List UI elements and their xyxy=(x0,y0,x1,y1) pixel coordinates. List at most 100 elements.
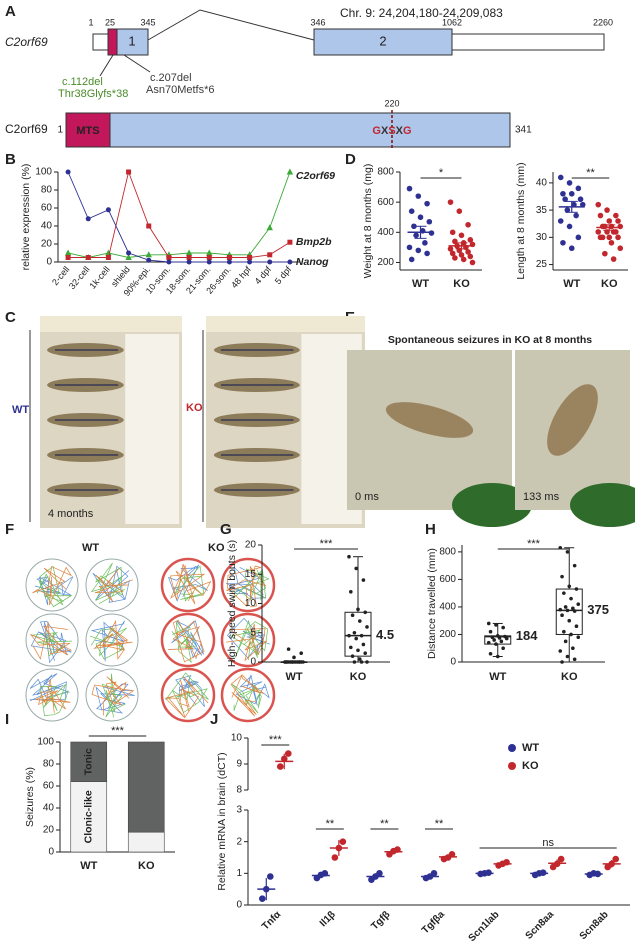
x-tick-label: Scn8aa xyxy=(524,909,557,941)
data-point xyxy=(494,623,498,627)
series-line xyxy=(68,170,291,258)
y-tick-label: 10 xyxy=(231,733,243,744)
arena xyxy=(220,612,276,668)
ruler xyxy=(206,316,365,332)
fish xyxy=(547,384,598,456)
x-tick-label: Scn1lab xyxy=(467,909,502,941)
median-label: 184 xyxy=(516,628,538,643)
data-point xyxy=(347,633,351,638)
data-point xyxy=(595,201,602,208)
leaf xyxy=(452,483,532,527)
y-tick-label: 80 xyxy=(43,759,55,770)
data-point xyxy=(417,214,424,221)
y-tick-label: 9 xyxy=(236,759,242,770)
track xyxy=(29,621,73,660)
marker xyxy=(146,223,152,229)
data-point xyxy=(557,855,565,863)
data-point xyxy=(352,630,357,635)
data-point xyxy=(613,212,619,219)
chromosome: Chr. 9: 24,204,180-24,209,083 xyxy=(340,6,503,20)
significance: *** xyxy=(269,734,283,746)
data-point xyxy=(452,255,458,261)
mutation: c.112del xyxy=(62,76,103,88)
data-point xyxy=(612,855,620,863)
leaf xyxy=(570,483,635,527)
data-point xyxy=(285,660,289,664)
marker xyxy=(226,255,232,260)
data-point xyxy=(560,239,566,246)
significance: ** xyxy=(326,818,335,830)
y-tick-label: 0 xyxy=(450,657,456,668)
panel-letter: I xyxy=(5,711,9,728)
data-point xyxy=(276,763,284,770)
panel-c: C WT KO xyxy=(5,309,204,522)
motif-position: 220 xyxy=(384,98,399,108)
x-tick-label: 4 dpf xyxy=(253,264,274,286)
arena xyxy=(85,613,139,667)
intron xyxy=(147,9,315,41)
y-tick-label: 20 xyxy=(245,540,257,551)
marker xyxy=(105,249,112,256)
data-point xyxy=(560,613,564,617)
data-point xyxy=(356,648,360,653)
data-point xyxy=(299,651,304,656)
x-tick-label: Tgfβa xyxy=(420,909,447,936)
significance: ** xyxy=(586,167,595,179)
track xyxy=(101,673,126,718)
data-point xyxy=(359,660,364,664)
y-tick-label: 400 xyxy=(377,227,394,238)
data-point xyxy=(560,190,566,197)
x-tick-label: 32-cell xyxy=(67,264,92,291)
y-tick-label: 0 xyxy=(46,257,52,268)
data-point xyxy=(567,618,572,623)
data-point xyxy=(617,245,624,252)
motif-letter: S xyxy=(388,125,395,137)
x-tick-label: Tnfα xyxy=(260,909,284,933)
marker xyxy=(266,224,273,231)
median-label: 4.5 xyxy=(376,627,394,642)
box xyxy=(344,611,372,657)
mutation: c.207del xyxy=(150,72,192,84)
data-point xyxy=(365,660,369,664)
protein-name: C2orf69 xyxy=(5,122,48,136)
protein-body xyxy=(109,112,511,148)
marker xyxy=(64,249,72,256)
panel-letter: G xyxy=(220,521,232,538)
utr xyxy=(451,33,605,51)
x-tick-label: KO xyxy=(138,860,155,872)
data-point xyxy=(563,605,568,609)
position: 1 xyxy=(88,17,93,27)
y-tick-label: 200 xyxy=(377,257,394,268)
x-tick-label: KO xyxy=(453,278,470,290)
marker xyxy=(267,259,273,265)
track xyxy=(92,565,130,603)
panel-letter: J xyxy=(210,711,218,728)
data-point xyxy=(492,638,496,642)
y-tick-label: 100 xyxy=(37,737,54,748)
utr xyxy=(92,33,109,51)
data-point xyxy=(566,223,573,230)
data-point xyxy=(469,259,476,266)
x-tick-label: WT xyxy=(412,278,429,290)
data-point xyxy=(504,636,509,641)
data-point xyxy=(574,587,579,591)
data-point xyxy=(339,838,347,845)
data-point xyxy=(574,624,579,629)
marker xyxy=(247,255,253,260)
data-point xyxy=(361,642,366,647)
data-point xyxy=(566,180,573,186)
data-point xyxy=(562,196,568,203)
marker xyxy=(166,255,172,260)
data-point xyxy=(597,212,604,219)
panel-a: A Chr. 9: 24,204,180-24,209,083 1 25 345… xyxy=(5,3,613,150)
data-point xyxy=(571,201,577,208)
data-point xyxy=(615,234,621,241)
significance: ** xyxy=(380,818,389,830)
motif-letter: X xyxy=(396,125,404,137)
legend-label: WT xyxy=(522,742,539,754)
data-point xyxy=(352,660,357,664)
series-label: C2orf69 xyxy=(296,170,335,182)
data-point xyxy=(599,234,606,241)
data-point xyxy=(354,566,359,571)
